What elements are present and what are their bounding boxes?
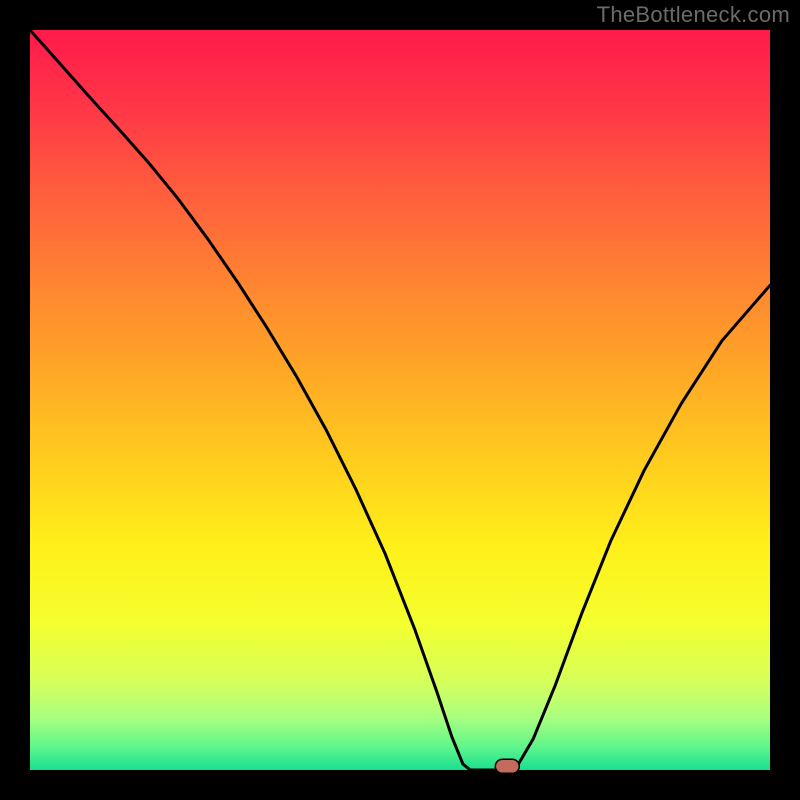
watermark-text: TheBottleneck.com xyxy=(597,2,790,28)
bottleneck-chart xyxy=(0,0,800,800)
optimal-point-marker xyxy=(495,759,519,773)
chart-gradient-bg xyxy=(30,30,770,770)
chart-outer-frame: TheBottleneck.com xyxy=(0,0,800,800)
